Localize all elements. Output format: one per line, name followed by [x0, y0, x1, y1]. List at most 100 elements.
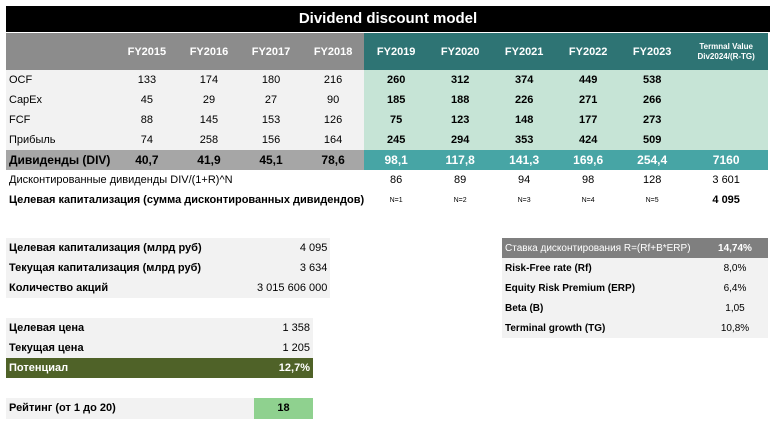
cell: 509 — [620, 130, 685, 150]
cell: 538 — [620, 70, 685, 90]
rate-row: Risk-Free rate (Rf) 8,0% — [502, 258, 768, 278]
cell: 258 — [177, 130, 240, 150]
panel-value: 4 095 — [254, 238, 331, 258]
cell: 98,1 — [364, 150, 429, 170]
cell: 86 — [390, 174, 403, 186]
panel-label: Целевая капитализация (млрд руб) — [6, 238, 254, 258]
table-row: Прибыль 74 258 156 164 245 294 353 424 5… — [6, 130, 768, 150]
cell: 164 — [302, 130, 365, 150]
year-header-row: FY2015 FY2016 FY2017 FY2018 FY2019 FY202… — [6, 33, 769, 70]
cell: 180 — [239, 70, 303, 90]
row-label: Целевая капитализация (сумма дисконтиров… — [9, 194, 365, 206]
cell: 312 — [428, 70, 493, 90]
cell: 123 — [428, 110, 493, 130]
period-label: N=1 — [389, 196, 403, 204]
panel-row: Количество акций 3 015 606 000 — [6, 278, 331, 298]
period-label: N=3 — [517, 196, 531, 204]
terminal-value-empty — [684, 70, 769, 150]
rate-label: Equity Risk Premium (ERP) — [502, 278, 702, 298]
row-label: Дисконтированные дивиденды DIV/(1+R)^N — [9, 174, 233, 186]
period-label: N=4 — [581, 196, 595, 204]
panel-row: Текущая цена 1 205 — [6, 338, 313, 358]
cell: 141,3 — [492, 150, 557, 170]
cell: 266 — [620, 90, 685, 110]
cell: 271 — [556, 90, 621, 110]
discount-rate-header: Ставка дисконтирования R=(Rf+B*ERP) 14,7… — [502, 238, 768, 258]
potential-row: Потенциал 12,7% — [6, 358, 313, 378]
rate-value: 8,0% — [702, 258, 768, 278]
cell: 89 — [454, 174, 467, 186]
panel-label: Количество акций — [6, 278, 254, 298]
panel-label: Текущая цена — [6, 338, 254, 358]
target-cap-row: Целевая капитализация (сумма дисконтиров… — [6, 190, 768, 210]
cell: 169,6 — [556, 150, 621, 170]
panel-value: 1 205 — [254, 338, 313, 358]
year-header: FY2023 — [620, 33, 685, 70]
rate-row: Beta (B) 1,05 — [502, 298, 768, 318]
cell: 88 — [115, 110, 178, 130]
year-header: FY2021 — [492, 33, 557, 70]
discount-rate-panel: Ставка дисконтирования R=(Rf+B*ERP) 14,7… — [502, 238, 768, 338]
cell: 74 — [115, 130, 178, 150]
row-label: FCF — [6, 110, 116, 130]
model-title: Dividend discount model — [6, 6, 770, 32]
cell: 40,7 — [115, 150, 178, 170]
cell: 185 — [364, 90, 429, 110]
rating-value: 18 — [254, 398, 313, 419]
table-row: OCF 133 174 180 216 260 312 374 449 538 — [6, 70, 769, 150]
cell: 177 — [556, 110, 621, 130]
cell: 45,1 — [239, 150, 303, 170]
year-header: FY2020 — [428, 33, 493, 70]
row-label: Прибыль — [6, 130, 116, 150]
year-header: FY2022 — [556, 33, 621, 70]
panel-row: Целевая цена 1 358 — [6, 318, 313, 338]
year-header: FY2016 — [177, 33, 240, 70]
cell: 174 — [177, 70, 240, 90]
cell: 29 — [177, 90, 240, 110]
dividends-row: Дивиденды (DIV) 40,7 41,9 45,1 78,6 98,1… — [6, 150, 769, 170]
cell: 260 — [364, 70, 429, 90]
rate-value: 6,4% — [702, 278, 768, 298]
cell: 75 — [364, 110, 429, 130]
terminal-value-cell: 7160 — [684, 150, 769, 170]
header-blank — [6, 33, 116, 70]
panel-label: Целевая цена — [6, 318, 254, 338]
cell: 27 — [239, 90, 303, 110]
cell: 41,9 — [177, 150, 240, 170]
panel-row: Целевая капитализация (млрд руб) 4 095 — [6, 238, 331, 258]
capitalization-panel: Целевая капитализация (млрд руб) 4 095 Т… — [6, 238, 331, 298]
cell: 148 — [492, 110, 557, 130]
cell: 156 — [239, 130, 303, 150]
discounted-row: Дисконтированные дивиденды DIV/(1+R)^N 8… — [6, 170, 768, 190]
cell: 245 — [364, 130, 429, 150]
panel-value: 3 015 606 000 — [254, 278, 331, 298]
cell: 273 — [620, 110, 685, 130]
cell: 90 — [302, 90, 365, 110]
potential-value: 12,7% — [254, 358, 313, 378]
target-cap-total: 4 095 — [712, 194, 740, 206]
cell: 353 — [492, 130, 557, 150]
cell: 45 — [115, 90, 178, 110]
panel-label: Текущая капитализация (млрд руб) — [6, 258, 254, 278]
year-header: FY2017 — [239, 33, 303, 70]
cell: 78,6 — [302, 150, 365, 170]
terminal-discounted-cell: 3 601 — [712, 174, 740, 186]
period-label: N=5 — [645, 196, 659, 204]
cell: 226 — [492, 90, 557, 110]
cell: 117,8 — [428, 150, 493, 170]
cell: 126 — [302, 110, 365, 130]
rating-label: Рейтинг (от 1 до 20) — [6, 398, 254, 419]
row-label: CapEx — [6, 90, 116, 110]
cell: 153 — [239, 110, 303, 130]
potential-label: Потенциал — [6, 358, 254, 378]
cell: 94 — [518, 174, 531, 186]
table-row: FCF 88 145 153 126 75 123 148 177 273 — [6, 110, 768, 130]
cell: 145 — [177, 110, 240, 130]
panel-value: 3 634 — [254, 258, 331, 278]
cell: 424 — [556, 130, 621, 150]
rate-value: 10,8% — [702, 318, 768, 338]
panel-row: Текущая капитализация (млрд руб) 3 634 — [6, 258, 331, 278]
cell: 216 — [302, 70, 365, 90]
discount-rate-label: Ставка дисконтирования R=(Rf+B*ERP) — [502, 238, 702, 258]
row-label: Дивиденды (DIV) — [6, 150, 116, 170]
